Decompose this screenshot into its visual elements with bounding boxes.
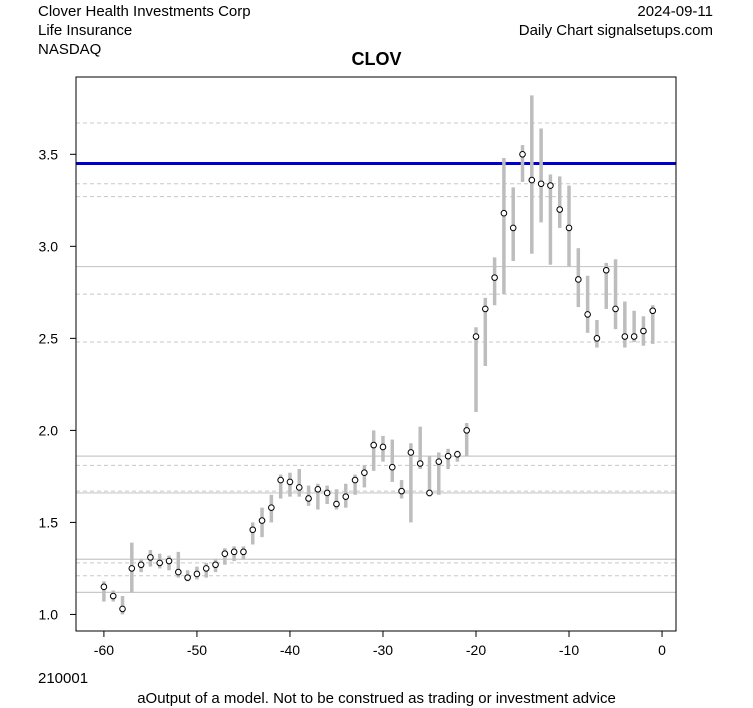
close-point: [277, 476, 284, 484]
close-point: [472, 333, 480, 340]
close-point: [454, 451, 461, 458]
y-tick-label: 1.5: [39, 514, 59, 530]
y-tick-label: 3.0: [39, 238, 59, 254]
close-point: [268, 504, 275, 511]
close-point: [602, 266, 610, 274]
close-point: [649, 307, 657, 315]
close-point: [612, 305, 619, 313]
y-tick-label: 2.0: [39, 422, 59, 438]
close-point: [100, 583, 108, 591]
close-point: [584, 311, 591, 318]
close-point: [295, 484, 303, 491]
close-point: [519, 151, 526, 158]
close-point: [370, 441, 377, 449]
close-point: [500, 209, 508, 217]
disclaimer: aOutput of a model. Not to be construed …: [137, 690, 616, 707]
close-point: [240, 548, 247, 556]
close-point: [640, 327, 647, 335]
exchange-label: NASDAQ: [38, 41, 102, 58]
close-point: [482, 305, 489, 313]
close-point: [593, 335, 601, 342]
x-tick-label: -30: [373, 642, 393, 658]
close-point: [398, 487, 405, 495]
price-range-bars: [102, 95, 655, 615]
close-point: [230, 548, 238, 556]
close-point: [621, 333, 629, 340]
close-point: [221, 550, 229, 557]
close-point: [351, 476, 359, 484]
chart-source: Daily Chart signalsetups.com: [518, 22, 713, 39]
close-point: [286, 478, 294, 486]
close-point: [426, 489, 433, 497]
close-point: [435, 458, 443, 465]
x-tick-label: -40: [280, 642, 300, 658]
close-point: [333, 500, 340, 508]
close-point: [249, 526, 257, 534]
close-points: [100, 151, 657, 613]
close-point: [147, 554, 154, 561]
close-point: [547, 182, 554, 189]
close-point: [444, 452, 452, 460]
close-point: [137, 561, 145, 569]
close-point: [175, 568, 182, 576]
y-tick-label: 2.5: [39, 330, 59, 346]
close-point: [556, 206, 564, 213]
industry-label: Life Insurance: [38, 22, 133, 39]
close-point: [528, 176, 536, 184]
y-axis: 1.0 1.5 2.0 2.5 3.0 3.5: [39, 146, 76, 622]
x-tick-label: -10: [559, 642, 579, 658]
chart-title: CLOV: [351, 49, 402, 69]
x-tick-label: -60: [94, 642, 114, 658]
close-point: [537, 180, 545, 188]
close-point: [212, 561, 219, 569]
close-point: [575, 276, 582, 283]
close-point: [388, 463, 396, 471]
close-point: [193, 570, 201, 578]
close-point: [202, 565, 210, 572]
company-name: Clover Health Investments Corp: [38, 3, 251, 20]
chart-date: 2024-09-11: [637, 3, 713, 20]
horizontal-levels: [76, 122, 676, 593]
close-point: [630, 333, 638, 340]
x-tick-label: -50: [187, 642, 207, 658]
close-point: [184, 574, 191, 581]
close-point: [416, 460, 424, 467]
plot-frame: [75, 76, 677, 632]
x-axis: -60 -50 -40 -30 -20 -10 0: [94, 631, 666, 658]
close-point: [491, 274, 498, 281]
y-tick-label: 1.0: [39, 606, 59, 622]
chart-code: 210001: [38, 670, 89, 687]
close-point: [128, 565, 136, 572]
close-point: [509, 224, 517, 232]
close-point: [156, 559, 164, 567]
close-point: [361, 469, 368, 477]
close-point: [342, 493, 350, 500]
x-tick-label: 0: [658, 642, 666, 658]
close-point: [109, 592, 117, 600]
close-point: [463, 427, 470, 434]
close-point: [407, 449, 415, 456]
close-point: [314, 485, 322, 493]
close-point: [565, 224, 573, 232]
x-tick-label: -20: [466, 642, 486, 658]
close-point: [305, 495, 312, 502]
y-tick-label: 3.5: [39, 146, 59, 162]
close-point: [379, 443, 387, 451]
close-point: [165, 557, 173, 565]
close-point: [258, 517, 266, 524]
close-point: [323, 489, 331, 497]
close-point: [119, 605, 126, 613]
